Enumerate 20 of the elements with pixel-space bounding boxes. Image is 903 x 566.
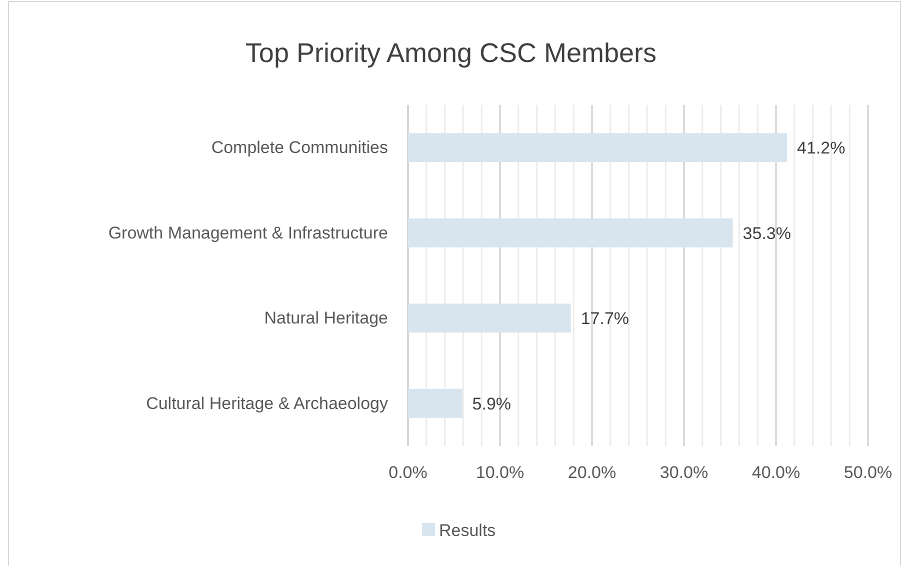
bar [408, 388, 462, 418]
data-label: 35.3% [742, 224, 791, 243]
bar [408, 304, 571, 333]
legend-label: Results [439, 520, 496, 540]
x-tick-label: 0.0% [388, 463, 428, 482]
data-label: 5.9% [472, 394, 512, 414]
y-tick-label: Growth Management & Infrastructure [108, 223, 388, 242]
y-tick-label: Complete Communities [211, 138, 388, 158]
x-tick-label: 20.0% [568, 463, 616, 482]
x-tick-label: 30.0% [660, 463, 708, 482]
bar [408, 218, 733, 248]
y-tick-label: Natural Heritage [264, 308, 388, 328]
chart-title: Top Priority Among CSC Members [245, 38, 657, 68]
y-tick-label: Cultural Heritage & Archaeology [146, 394, 388, 413]
data-label: 17.7% [580, 309, 630, 328]
x-tick-label: 40.0% [752, 463, 800, 482]
x-tick-label: 50.0% [844, 463, 892, 482]
data-label: 41.2% [797, 138, 846, 158]
bar [408, 133, 788, 162]
x-tick-label: 10.0% [476, 463, 524, 482]
